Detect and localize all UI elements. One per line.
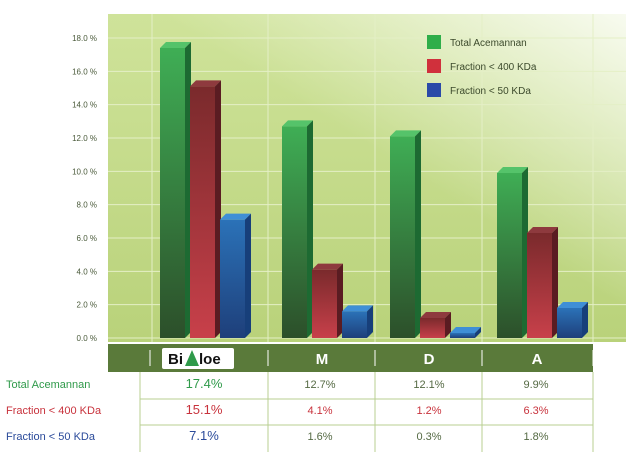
bar-1-0 xyxy=(190,86,215,338)
bar-0-2 xyxy=(390,136,415,338)
bar-top-0-3 xyxy=(497,167,528,173)
y-tick-label: 2.0 % xyxy=(77,301,97,310)
data-label: 15.1% xyxy=(186,402,223,417)
value-table: Total Acemannan 17.4% 12.7% 12.1% 9.9% Fracti… xyxy=(6,372,594,452)
bar-top-2-2 xyxy=(450,327,481,333)
bar-top-2-3 xyxy=(557,302,588,308)
y-tick-label: 12.0 % xyxy=(72,134,97,143)
legend-label: Fraction < 50 KDa xyxy=(450,86,531,97)
bar-2-2 xyxy=(450,333,475,338)
data-label: 1.2% xyxy=(416,405,441,417)
data-label: 17.4% xyxy=(186,376,223,391)
bar-side-2-0 xyxy=(245,213,251,338)
bar-1-3 xyxy=(527,233,552,338)
data-label: 12.1% xyxy=(413,379,444,391)
bar-side-1-2 xyxy=(445,312,451,338)
bar-0-3 xyxy=(497,173,522,338)
bar-0-0 xyxy=(160,48,185,338)
category-label: D xyxy=(424,351,435,368)
y-tick-label: 6.0 % xyxy=(77,234,97,243)
band-dividers xyxy=(149,350,594,366)
bar-top-0-2 xyxy=(390,130,421,137)
bar-side-0-2 xyxy=(415,130,421,338)
category-label: M xyxy=(316,351,329,368)
data-label: 7.1% xyxy=(189,428,219,443)
data-label: 6.3% xyxy=(523,405,548,417)
bar-side-1-3 xyxy=(552,227,558,338)
row-label: Fraction < 400 KDa xyxy=(6,405,102,417)
logo-text-right: loe xyxy=(199,351,221,368)
y-tick-label: 4.0 % xyxy=(77,267,97,276)
y-tick-label: 14.0 % xyxy=(72,101,97,110)
bar-side-0-1 xyxy=(307,120,313,338)
bar-top-1-0 xyxy=(190,80,221,87)
bar-top-2-1 xyxy=(342,305,373,312)
row-label: Total Acemannan xyxy=(6,379,90,391)
bar-side-2-2 xyxy=(475,327,481,338)
bar-side-2-1 xyxy=(367,305,373,338)
bar-2-1 xyxy=(342,311,367,338)
y-tick-label: 8.0 % xyxy=(77,201,97,210)
bar-top-1-3 xyxy=(527,227,558,233)
bar-1-2 xyxy=(420,318,445,338)
bar-side-2-3 xyxy=(582,302,588,338)
bar-2-0 xyxy=(220,219,245,338)
data-label: 9.9% xyxy=(523,379,548,391)
bar-top-0-1 xyxy=(282,120,313,127)
legend: Total Acemannan Fraction < 400 KDa Fractio… xyxy=(427,35,537,97)
legend-swatch xyxy=(427,83,441,97)
bars xyxy=(160,42,588,338)
bar-top-2-0 xyxy=(220,213,251,220)
bar-0-1 xyxy=(282,126,307,338)
data-label: 0.3% xyxy=(416,431,441,443)
y-tick-label: 16.0 % xyxy=(72,67,97,76)
bar-2-3 xyxy=(557,308,582,338)
legend-label: Fraction < 400 KDa xyxy=(450,62,537,73)
logo-background xyxy=(162,348,234,369)
bar-side-1-0 xyxy=(215,80,221,338)
data-label: 1.6% xyxy=(307,431,332,443)
category-label: A xyxy=(532,351,543,368)
bar-side-0-0 xyxy=(185,42,191,338)
bar-1-1 xyxy=(312,269,337,338)
logo-leaf-icon xyxy=(185,350,199,366)
row-label: Fraction < 50 KDa xyxy=(6,431,96,443)
bar-side-0-3 xyxy=(522,167,528,338)
legend-swatch xyxy=(427,35,441,49)
y-tick-label: 18.0 % xyxy=(72,34,97,43)
bar-top-0-0 xyxy=(160,42,191,48)
logo-text-left: Bi xyxy=(168,351,183,368)
legend-swatch xyxy=(427,59,441,73)
legend-label: Total Acemannan xyxy=(450,38,527,49)
y-tick-label: 10.0 % xyxy=(72,167,97,176)
data-label: 12.7% xyxy=(304,379,335,391)
y-axis-ticks: 0.0 % 2.0 % 4.0 % 6.0 % 8.0 % 10.0 % 12.0 % 14.… xyxy=(72,34,97,343)
data-label: 1.8% xyxy=(523,431,548,443)
bar-top-1-2 xyxy=(420,312,451,318)
category-labels: Bi loe M D A xyxy=(162,348,543,369)
data-label: 4.1% xyxy=(307,405,332,417)
logo-biAloe: Bi loe xyxy=(162,348,234,369)
y-tick-label: 0.0 % xyxy=(77,334,97,343)
bar-top-1-1 xyxy=(312,263,343,270)
bar-side-1-1 xyxy=(337,263,343,338)
